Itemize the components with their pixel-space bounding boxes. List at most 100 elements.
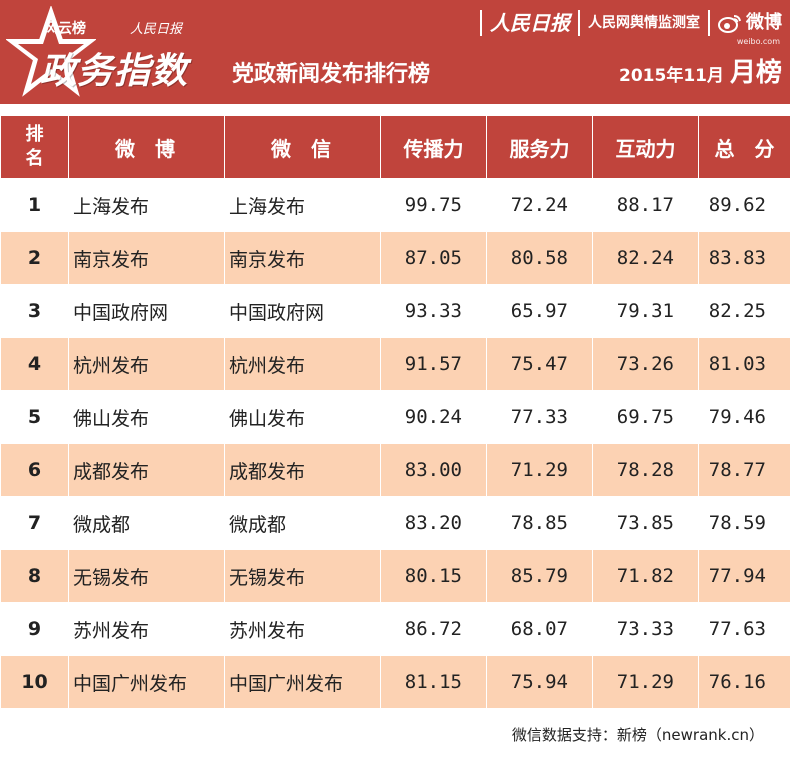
interact-score-cell: 78.28 [592, 443, 699, 497]
spread-score-cell: 93.33 [380, 284, 487, 338]
monthly-ranking-label: 月榜 [729, 58, 782, 88]
service-score-cell: 68.07 [486, 602, 593, 656]
spread-score-cell: 90.24 [380, 390, 487, 444]
col-header-rank-text: 排名 [25, 124, 44, 169]
col-header-interact: 互动力 [592, 115, 699, 179]
partner-logos: 人民日报 人民网舆情监测室 微博 [480, 8, 782, 38]
total-score-cell: 89.62 [698, 178, 790, 232]
table-header-row: 排名 微 博 微 信 传播力 服务力 互动力 总 分 [0, 115, 790, 179]
service-score-cell: 71.29 [486, 443, 593, 497]
peoples-daily-small-label: 人民日报 [130, 22, 183, 37]
weibo-account-cell: 杭州发布 [68, 337, 225, 391]
spread-score-cell: 81.15 [380, 655, 487, 709]
weibo-account-cell: 中国政府网 [68, 284, 225, 338]
rank-cell: 9 [0, 602, 69, 656]
table-row: 4 杭州发布 杭州发布 91.57 75.47 73.26 81.03 [0, 337, 790, 391]
spread-score-cell: 83.20 [380, 496, 487, 550]
service-score-cell: 80.58 [486, 231, 593, 285]
rank-cell: 10 [0, 655, 69, 709]
weixin-account-cell: 苏州发布 [224, 602, 381, 656]
interact-score-cell: 71.29 [592, 655, 699, 709]
rank-cell: 1 [0, 178, 69, 232]
weibo-account-cell: 南京发布 [68, 231, 225, 285]
period-label-group: 2015年11月 月榜 [619, 52, 782, 89]
ranking-table: 排名 微 博 微 信 传播力 服务力 互动力 总 分 1 上海发布 上海发布 9… [0, 115, 790, 709]
spread-score-cell: 80.15 [380, 549, 487, 603]
total-score-cell: 81.03 [698, 337, 790, 391]
total-score-cell: 78.77 [698, 443, 790, 497]
spread-score-cell: 91.57 [380, 337, 487, 391]
col-header-service: 服务力 [486, 115, 593, 179]
table-row: 2 南京发布 南京发布 87.05 80.58 82.24 83.83 [0, 231, 790, 285]
col-header-total: 总 分 [698, 115, 790, 179]
service-score-cell: 85.79 [486, 549, 593, 603]
ranking-subtitle: 党政新闻发布排行榜 [232, 62, 431, 87]
weibo-account-cell: 苏州发布 [68, 602, 225, 656]
total-score-cell: 79.46 [698, 390, 790, 444]
col-header-weixin: 微 信 [224, 115, 381, 179]
table-row: 5 佛山发布 佛山发布 90.24 77.33 69.75 79.46 [0, 390, 790, 444]
col-header-rank: 排名 [0, 115, 69, 179]
period-date: 2015年11月 [619, 66, 724, 86]
interact-score-cell: 82.24 [592, 231, 699, 285]
interact-score-cell: 73.85 [592, 496, 699, 550]
weixin-account-cell: 中国政府网 [224, 284, 381, 338]
rank-cell: 7 [0, 496, 69, 550]
rank-cell: 6 [0, 443, 69, 497]
table-row: 9 苏州发布 苏州发布 86.72 68.07 73.33 77.63 [0, 602, 790, 656]
total-score-cell: 77.94 [698, 549, 790, 603]
header-banner: 风云榜 人民日报 政务指数 党政新闻发布排行榜 人民日报 人民网舆情监测室 微博… [0, 0, 790, 104]
rank-cell: 3 [0, 284, 69, 338]
table-row: 3 中国政府网 中国政府网 93.33 65.97 79.31 82.25 [0, 284, 790, 338]
spread-score-cell: 83.00 [380, 443, 487, 497]
interact-score-cell: 73.33 [592, 602, 699, 656]
service-score-cell: 65.97 [486, 284, 593, 338]
weibo-account-cell: 无锡发布 [68, 549, 225, 603]
star-icon [6, 6, 96, 97]
interact-score-cell: 69.75 [592, 390, 699, 444]
interact-score-cell: 71.82 [592, 549, 699, 603]
col-header-spread: 传播力 [380, 115, 487, 179]
table-row: 6 成都发布 成都发布 83.00 71.29 78.28 78.77 [0, 443, 790, 497]
rank-cell: 8 [0, 549, 69, 603]
weixin-account-cell: 无锡发布 [224, 549, 381, 603]
total-score-cell: 76.16 [698, 655, 790, 709]
weibo-account-cell: 成都发布 [68, 443, 225, 497]
opinion-monitor-label: 人民网舆情监测室 [578, 10, 708, 36]
weixin-account-cell: 中国广州发布 [224, 655, 381, 709]
weibo-account-cell: 佛山发布 [68, 390, 225, 444]
zhengwu-index-title: 政务指数 [40, 51, 189, 92]
weibo-eye-icon [718, 15, 741, 33]
rank-cell: 4 [0, 337, 69, 391]
weixin-account-cell: 佛山发布 [224, 390, 381, 444]
weixin-account-cell: 南京发布 [224, 231, 381, 285]
rank-cell: 5 [0, 390, 69, 444]
spread-score-cell: 99.75 [380, 178, 487, 232]
weibo-account-cell: 上海发布 [68, 178, 225, 232]
interact-score-cell: 88.17 [592, 178, 699, 232]
table-body: 1 上海发布 上海发布 99.75 72.24 88.17 89.62 2 南京… [0, 178, 790, 709]
weixin-account-cell: 杭州发布 [224, 337, 381, 391]
data-source-credit: 微信数据支持：新榜（newrank.cn） [511, 726, 764, 744]
total-score-cell: 82.25 [698, 284, 790, 338]
zhengwu-index-logo: 风云榜 人民日报 政务指数 [6, 6, 230, 98]
weibo-account-cell: 微成都 [68, 496, 225, 550]
weibo-logo: 微博 [708, 10, 782, 36]
table-row: 1 上海发布 上海发布 99.75 72.24 88.17 89.62 [0, 178, 790, 232]
spread-score-cell: 86.72 [380, 602, 487, 656]
service-score-cell: 75.94 [486, 655, 593, 709]
service-score-cell: 78.85 [486, 496, 593, 550]
table-row: 7 微成都 微成都 83.20 78.85 73.85 78.59 [0, 496, 790, 550]
rank-cell: 2 [0, 231, 69, 285]
peoples-daily-logo: 人民日报 [480, 10, 578, 36]
interact-score-cell: 79.31 [592, 284, 699, 338]
fengyunbang-label: 风云榜 [44, 21, 86, 37]
total-score-cell: 83.83 [698, 231, 790, 285]
weixin-account-cell: 上海发布 [224, 178, 381, 232]
weibo-label: 微博 [746, 12, 782, 33]
total-score-cell: 77.63 [698, 602, 790, 656]
weixin-account-cell: 成都发布 [224, 443, 381, 497]
interact-score-cell: 73.26 [592, 337, 699, 391]
col-header-weibo: 微 博 [68, 115, 225, 179]
service-score-cell: 75.47 [486, 337, 593, 391]
